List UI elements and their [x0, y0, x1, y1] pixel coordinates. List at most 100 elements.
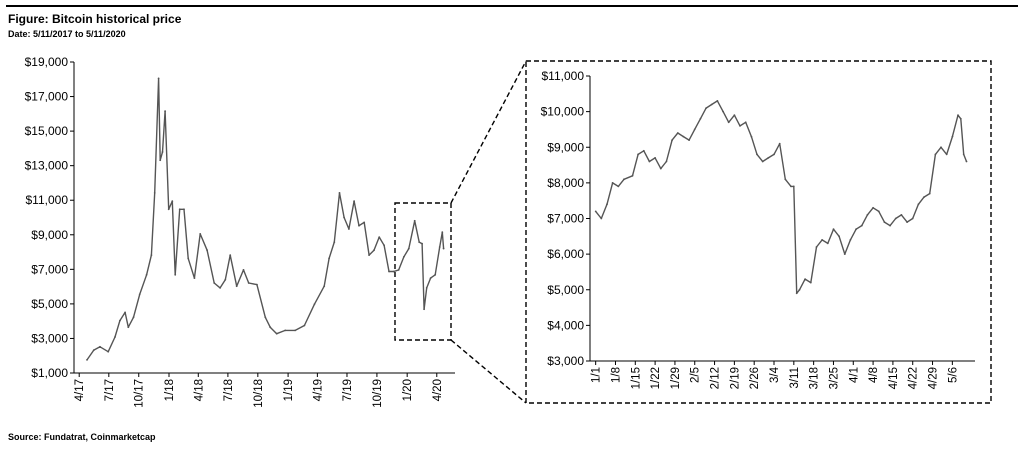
left-y-tick-label: $11,000 — [26, 193, 69, 207]
left-x-tick-label: 4/17 — [74, 379, 86, 401]
left-price-point — [333, 241, 336, 244]
left-price-point — [213, 282, 216, 284]
right-price-point — [815, 246, 818, 248]
right-price-point — [792, 185, 795, 188]
right-price-point — [617, 185, 620, 188]
right-x-tick-label: 1/22 — [650, 367, 662, 389]
left-price-point — [235, 285, 238, 288]
right-price-point — [606, 203, 608, 206]
right-y-tick-label: $8,000 — [547, 176, 584, 190]
figure-source: Source: Fundatrat, Coinmarketcap — [8, 432, 156, 442]
left-x-tick-label: 1/19 — [283, 379, 295, 401]
left-x-tick-label: 1/20 — [402, 379, 414, 401]
zoom-connector-bottom — [450, 339, 527, 404]
left-price-point — [167, 208, 170, 211]
right-price-point — [900, 214, 903, 216]
left-price-point — [418, 241, 421, 244]
right-price-point — [648, 160, 651, 163]
left-price-point — [219, 287, 222, 289]
left-y-tick-label: $15,000 — [25, 124, 69, 138]
left-price-point — [124, 311, 126, 314]
right-price-point — [659, 167, 662, 170]
right-price-point — [688, 139, 690, 142]
right-price-point — [671, 139, 673, 142]
left-y-tick-label: $1,000 — [31, 366, 68, 380]
right-price-point — [940, 146, 942, 149]
right-price-point — [962, 153, 965, 156]
right-price-point — [767, 157, 770, 159]
left-price-point — [150, 254, 153, 256]
right-x-tick-label: 2/19 — [729, 367, 741, 389]
left-price-point — [193, 277, 196, 279]
left-price-point — [229, 254, 232, 256]
right-x-tick-label: 4/1 — [848, 367, 860, 383]
right-x-tick-label: 2/5 — [690, 367, 702, 383]
left-price-point — [438, 246, 441, 248]
left-price-point — [153, 192, 156, 194]
left-price-point — [199, 233, 202, 235]
left-price-point — [323, 285, 326, 288]
right-price-point — [866, 214, 869, 216]
zoom-connector — [394, 60, 992, 404]
left-price-point — [434, 273, 437, 276]
right-price-point — [611, 182, 614, 184]
left-price-point — [171, 200, 174, 203]
left-price-point — [145, 273, 148, 276]
left-price-point — [183, 208, 185, 211]
right-price-point — [843, 253, 846, 256]
left-price-point — [161, 151, 164, 153]
left-price-point — [442, 247, 445, 250]
left-price-point — [368, 254, 370, 256]
right-price-point — [773, 153, 775, 156]
left-price-point — [164, 110, 167, 112]
left-y-tick-label: $7,000 — [31, 262, 68, 276]
right-price-point — [965, 160, 968, 163]
right-price-point — [809, 281, 812, 284]
zoom-connector-top — [450, 60, 527, 204]
left-y-tick-label: $3,000 — [31, 331, 68, 345]
left-price-point — [187, 257, 190, 260]
right-price-point — [872, 206, 874, 209]
left-price-point — [353, 200, 355, 203]
right-x-tick-label: 1/1 — [591, 367, 603, 383]
right-x-tick-label: 1/15 — [630, 367, 642, 389]
left-price-point — [392, 270, 395, 273]
right-x-tick-label: 4/8 — [868, 367, 880, 383]
left-price-point — [378, 236, 381, 239]
left-price-point — [388, 270, 390, 273]
left-price-point — [423, 308, 425, 311]
right-y-tick-label: $6,000 — [547, 247, 584, 261]
right-price-point — [959, 117, 962, 120]
right-price-point — [693, 128, 696, 131]
left-price-point — [247, 282, 250, 284]
left-price-point — [264, 316, 267, 319]
right-x-tick-label: 1/29 — [670, 367, 682, 389]
right-price-point — [600, 217, 603, 220]
right-price-point — [826, 242, 829, 245]
top-rule — [6, 5, 1018, 7]
left-price-point — [114, 336, 116, 338]
right-x-tick-label: 5/6 — [947, 367, 959, 383]
left-y-tick-label: $5,000 — [31, 297, 68, 311]
left-x-tick-label: 10/17 — [134, 379, 146, 408]
left-price-point — [284, 329, 287, 332]
right-price-point — [676, 132, 679, 134]
right-y-tick-label: $4,000 — [547, 318, 584, 332]
right-price-point — [889, 224, 891, 227]
left-price-point — [178, 208, 181, 211]
left-x-tick-label: 4/18 — [193, 379, 205, 401]
right-x-tick-label: 4/22 — [908, 367, 920, 389]
right-x-tick-label: 1/8 — [610, 367, 622, 383]
left-price-point — [269, 326, 272, 329]
left-x-tick-label: 7/19 — [342, 379, 354, 401]
right-price-point — [727, 121, 730, 124]
left-price-point — [425, 287, 428, 289]
left-price-point — [407, 247, 410, 250]
right-x-tick-label: 3/11 — [789, 367, 801, 389]
left-price-point — [373, 249, 375, 252]
left-price-point — [294, 329, 297, 332]
right-y-tick-label: $10,000 — [541, 105, 585, 119]
right-price-point — [795, 292, 798, 295]
left-price-point — [358, 224, 360, 227]
left-price-point — [313, 303, 316, 306]
